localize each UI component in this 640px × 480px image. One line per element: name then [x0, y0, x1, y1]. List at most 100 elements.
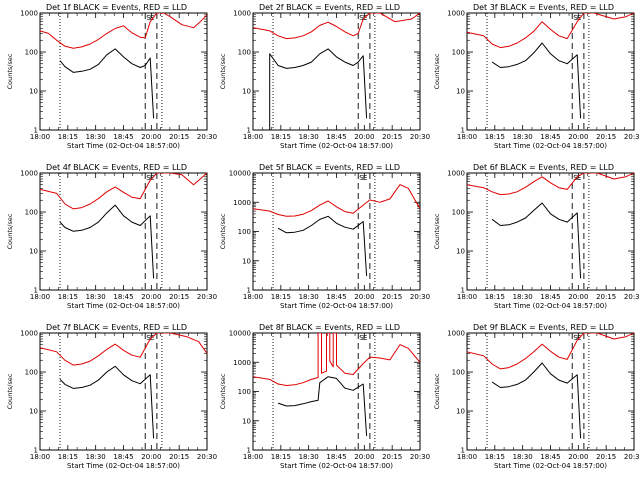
- start-marker-label: S: [359, 334, 364, 342]
- panel-title: Det 4f BLACK = Events, RED = LLD: [46, 163, 187, 172]
- plot-frame: [252, 12, 421, 131]
- series-layer: [40, 13, 207, 119]
- panel-det-7: Det 7f BLACK = Events, RED = LLD 1 10 100 10…: [6, 323, 217, 470]
- x-tick-label: 18:30: [86, 453, 106, 461]
- x-tick-label: 18:15: [485, 293, 505, 301]
- y-tick-label: 1000: [233, 199, 251, 207]
- events-series-line: [59, 48, 155, 119]
- x-tick-label: 18:30: [299, 293, 319, 301]
- series-layer: [253, 13, 420, 130]
- x-tick-label: 18:00: [30, 133, 50, 141]
- series-layer: [467, 173, 634, 279]
- y-tick-label: 1: [34, 127, 38, 135]
- panel-title: Det 2f BLACK = Events, RED = LLD: [259, 3, 400, 12]
- x-tick-label: 20:30: [197, 453, 217, 461]
- x-tick-label: 18:15: [58, 293, 78, 301]
- y-axis-label: Counts/sec: [6, 373, 14, 409]
- events-series-line: [491, 362, 582, 439]
- y-tick-label: 1: [461, 127, 465, 135]
- x-tick-label: 20:15: [382, 133, 402, 141]
- panel-title: Det 1f BLACK = Events, RED = LLD: [46, 3, 187, 12]
- y-tick-label: 10: [29, 408, 38, 416]
- y-axis-label: Counts/sec: [433, 213, 441, 249]
- start-marker-label: S: [146, 14, 151, 22]
- y-tick-label: 1: [247, 287, 251, 295]
- y-tick-label: 1: [461, 447, 465, 455]
- y-tick-label: 1000: [447, 10, 465, 18]
- x-axis-label: Start Time (02-Oct-04 18:57:00): [494, 142, 607, 150]
- y-tick-label: 10: [242, 257, 251, 265]
- x-axis-label: Start Time (02-Oct-04 18:57:00): [67, 142, 180, 150]
- panel-det-1: Det 1f BLACK = Events, RED = LLD 1 10 100 10…: [6, 3, 217, 150]
- x-axis-label: Start Time (02-Oct-04 18:57:00): [494, 462, 607, 470]
- y-axis-label: Counts/sec: [219, 213, 227, 249]
- series-layer: [467, 333, 634, 439]
- x-tick-label: 20:30: [410, 453, 430, 461]
- y-tick-label: 10: [456, 248, 465, 256]
- panel-det-6: Det 6f BLACK = Events, RED = LLD 1 10 100 10…: [433, 163, 640, 310]
- x-axis-label: Start Time (02-Oct-04 18:57:00): [67, 302, 180, 310]
- x-tick-label: 18:30: [299, 453, 319, 461]
- x-tick-label: 18:45: [540, 293, 560, 301]
- panel-det-2: Det 2f BLACK = Events, RED = LLD 1 10 100 10…: [219, 3, 430, 150]
- lld-series-line: [40, 173, 207, 210]
- x-tick-label: 20:15: [596, 133, 616, 141]
- y-tick-label: 10: [242, 417, 251, 425]
- x-tick-label: 18:30: [513, 293, 533, 301]
- x-tick-label: 18:45: [326, 133, 346, 141]
- y-axis-label: Counts/sec: [219, 373, 227, 409]
- panel-det-3: Det 3f BLACK = Events, RED = LLD 1 10 100 10…: [433, 3, 640, 150]
- x-tick-label: 20:15: [382, 293, 402, 301]
- end-marker-label: E: [363, 14, 367, 22]
- x-tick-label: 18:30: [86, 293, 106, 301]
- y-tick-label: 10: [29, 248, 38, 256]
- y-tick-label: 10: [242, 88, 251, 96]
- panel-title: Det 9f BLACK = Events, RED = LLD: [473, 323, 614, 332]
- x-tick-label: 20:30: [624, 133, 640, 141]
- events-series-line: [269, 48, 368, 130]
- x-tick-label: 20:15: [596, 453, 616, 461]
- x-tick-label: 18:30: [513, 453, 533, 461]
- y-tick-label: 10: [456, 88, 465, 96]
- panel-title: Det 3f BLACK = Events, RED = LLD: [473, 3, 614, 12]
- y-axis-label: Counts/sec: [6, 213, 14, 249]
- panel-title: Det 6f BLACK = Events, RED = LLD: [473, 163, 614, 172]
- x-tick-label: 18:00: [457, 453, 477, 461]
- lld-series-line: [40, 333, 207, 366]
- series-layer: [253, 333, 420, 437]
- x-tick-label: 18:45: [113, 293, 133, 301]
- x-tick-label: 18:00: [457, 293, 477, 301]
- y-tick-label: 1000: [233, 10, 251, 18]
- series-layer: [253, 184, 420, 277]
- x-tick-label: 20:00: [141, 133, 161, 141]
- x-tick-label: 20:30: [624, 293, 640, 301]
- y-tick-label: 1000: [447, 330, 465, 338]
- x-tick-label: 18:45: [326, 293, 346, 301]
- panel-title: Det 8f BLACK = Events, RED = LLD: [259, 323, 400, 332]
- x-tick-label: 18:15: [485, 453, 505, 461]
- y-tick-label: 10: [29, 88, 38, 96]
- x-tick-label: 20:15: [382, 453, 402, 461]
- lld-series-line: [253, 184, 420, 217]
- y-tick-label: 1000: [20, 330, 38, 338]
- panel-title: Det 5f BLACK = Events, RED = LLD: [259, 163, 400, 172]
- start-marker-label: S: [359, 14, 364, 22]
- plot-frame: [39, 172, 208, 291]
- x-axis-label: Start Time (02-Oct-04 18:57:00): [67, 462, 180, 470]
- x-tick-label: 20:30: [197, 293, 217, 301]
- y-tick-label: 1: [247, 447, 251, 455]
- y-tick-label: 100: [452, 369, 465, 377]
- lld-series-line: [467, 333, 634, 370]
- y-tick-label: 100: [238, 388, 251, 396]
- x-tick-label: 20:15: [596, 293, 616, 301]
- start-marker-label: S: [573, 14, 578, 22]
- x-tick-label: 20:00: [354, 453, 374, 461]
- x-tick-label: 20:00: [141, 293, 161, 301]
- events-series-line: [277, 215, 368, 277]
- lld-series-line: [253, 333, 420, 386]
- start-marker-label: S: [146, 174, 151, 182]
- x-axis-label: Start Time (02-Oct-04 18:57:00): [280, 462, 393, 470]
- y-tick-label: 1000: [20, 170, 38, 178]
- start-marker-label: S: [146, 334, 151, 342]
- x-tick-label: 20:00: [354, 133, 374, 141]
